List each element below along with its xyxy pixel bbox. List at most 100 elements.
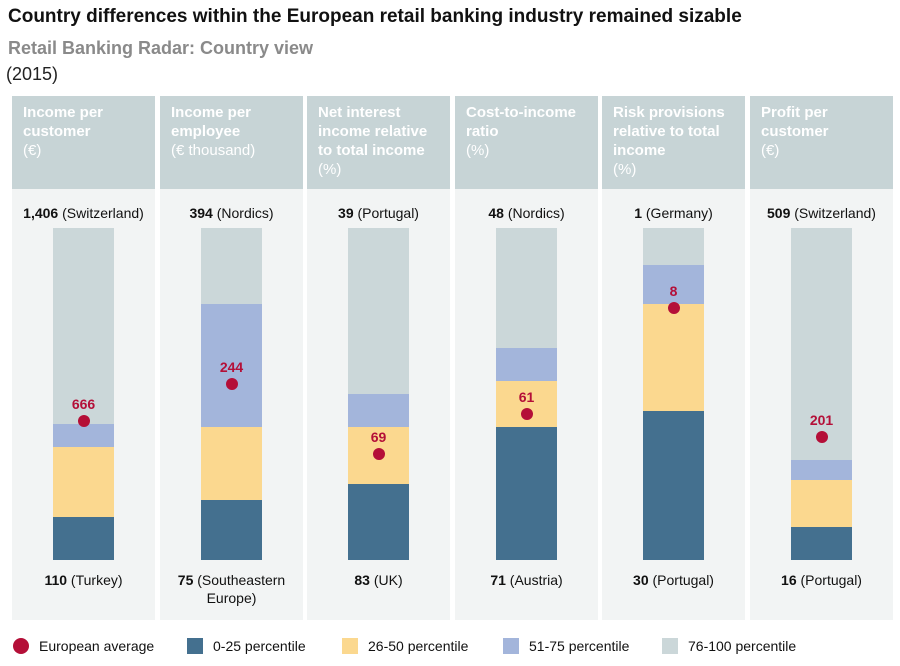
- min-value: 83: [354, 572, 370, 588]
- bar-segment-q3: [53, 423, 114, 448]
- legend-q1-label: 0-25 percentile: [213, 638, 306, 654]
- min-value: 30: [633, 572, 649, 588]
- panel-header-line: customer: [761, 123, 829, 140]
- max-value: 1,406: [23, 205, 59, 221]
- max-label: 1,406 (Switzerland): [12, 205, 155, 221]
- max-label: 394 (Nordics): [160, 205, 303, 221]
- average-label: 61: [518, 388, 535, 405]
- panel-header: Income per customer (€): [12, 96, 155, 189]
- average-label: 244: [219, 359, 244, 376]
- panel-income-per-employee: Income per employee (€ thousand) 394 (Nordi…: [160, 96, 303, 620]
- bar-segment-q4: [348, 228, 409, 394]
- bar-segment-q3: [496, 347, 557, 381]
- average-dot: [77, 414, 90, 427]
- panel-profit-per-customer: Profit per customer (€) 509 (Switzerland) 16…: [750, 96, 893, 620]
- min-country-line2: Europe): [206, 590, 257, 606]
- max-country: (Nordics): [503, 205, 565, 221]
- legend-q2-label: 26-50 percentile: [368, 638, 469, 654]
- bar-segment-q3: [643, 264, 704, 305]
- chart-year: (2015): [6, 64, 59, 84]
- bar-segment-q1: [496, 427, 557, 560]
- min-label: 83 (UK): [307, 572, 450, 588]
- panel-header-unit: (%): [613, 161, 637, 178]
- max-country: (Switzerland): [790, 205, 876, 221]
- average-label: 8: [669, 282, 678, 299]
- legend-q4-swatch: [662, 638, 678, 654]
- average-label: 201: [809, 412, 834, 429]
- bar-segment-q2: [643, 304, 704, 411]
- panel-header-line: Income per: [23, 104, 104, 121]
- min-label: 16 (Portugal): [750, 572, 893, 588]
- panel-header: Profit per customer (€): [750, 96, 893, 189]
- average-dot: [520, 407, 533, 420]
- panel-header-line: ratio: [466, 123, 499, 140]
- panel-risk-provisions: Risk provisions relative to total income (%…: [602, 96, 745, 620]
- bar-segment-q1: [348, 483, 409, 560]
- chart-title: Country differences within the European …: [8, 6, 742, 27]
- legend-q2-swatch: [342, 638, 358, 654]
- panel-header-line: customer: [23, 123, 91, 140]
- average-label: 69: [370, 428, 387, 445]
- legend: European average 0-25 percentile 26-50 p…: [0, 637, 900, 657]
- min-country: (Turkey): [67, 572, 123, 588]
- min-country: (Portugal): [648, 572, 714, 588]
- bar-segment-q3: [348, 394, 409, 428]
- panel-header-line: Cost-to-income: [466, 104, 576, 121]
- bar-segment-q3: [791, 460, 852, 481]
- legend-q4-label: 76-100 percentile: [688, 638, 797, 654]
- bar-segment-q4: [53, 228, 114, 424]
- panel-header-line: Profit per: [761, 104, 828, 121]
- panel-net-interest-income: Net interest income relative to total inco…: [307, 96, 450, 620]
- panel-header-unit: (€ thousand): [171, 142, 256, 159]
- panel-header: Net interest income relative to total inco…: [307, 96, 450, 189]
- max-value: 48: [488, 205, 504, 221]
- panel-header: Risk provisions relative to total income (%…: [602, 96, 745, 189]
- bar-segment-q1: [53, 516, 114, 560]
- min-label: 110 (Turkey): [12, 572, 155, 588]
- min-value: 75: [177, 572, 194, 588]
- max-value: 509: [767, 205, 791, 221]
- min-value: 71: [490, 572, 506, 588]
- panel-header-unit: (%): [318, 161, 342, 178]
- panel-header-line: employee: [171, 123, 241, 140]
- bar-segment-q1: [791, 526, 852, 560]
- bar-segment-q2: [201, 427, 262, 501]
- bar-segment-q1: [643, 410, 704, 560]
- average-dot: [667, 301, 680, 314]
- panel-header-unit: (%): [466, 142, 490, 159]
- legend-q3-label: 51-75 percentile: [529, 638, 630, 654]
- bar-segment-q2: [53, 447, 114, 517]
- bar-segment-q4: [201, 228, 262, 305]
- panel-income-per-customer: Income per customer (€) 1,406 (Switzerland)…: [12, 96, 155, 620]
- panel-header-line: Income per: [171, 104, 252, 121]
- max-value: 39: [338, 205, 354, 221]
- legend-q1-swatch: [187, 638, 203, 654]
- max-label: 509 (Switzerland): [750, 205, 893, 221]
- min-country: (UK): [369, 572, 403, 588]
- panel-header-line: Net interest: [318, 104, 401, 121]
- bar-segment-q4: [496, 228, 557, 348]
- bar-segment-q4: [791, 228, 852, 461]
- panel-header-line: income relative: [318, 123, 428, 140]
- panel-header-unit: (€): [761, 142, 780, 159]
- average-label: 666: [71, 395, 96, 412]
- min-country: (Austria): [505, 572, 563, 588]
- panel-cost-to-income: Cost-to-income ratio (%) 48 (Nordics) 71 (Au…: [455, 96, 598, 620]
- min-value: 16: [781, 572, 797, 588]
- max-country: (Nordics): [212, 205, 274, 221]
- min-value: 110: [44, 572, 68, 588]
- min-country: (Portugal): [796, 572, 862, 588]
- bar-segment-q3: [201, 304, 262, 428]
- legend-q3-swatch: [503, 638, 519, 654]
- panel-header: Cost-to-income ratio (%): [455, 96, 598, 189]
- average-dot: [815, 431, 828, 444]
- panel-header-line: Risk provisions: [613, 104, 725, 121]
- min-label: 71 (Austria): [455, 572, 598, 588]
- bar-segment-q1: [201, 500, 262, 560]
- average-dot: [225, 378, 238, 391]
- max-value: 394: [189, 205, 213, 221]
- bar-segment-q2: [791, 480, 852, 527]
- max-country: (Portugal): [353, 205, 419, 221]
- max-label: 48 (Nordics): [455, 205, 598, 221]
